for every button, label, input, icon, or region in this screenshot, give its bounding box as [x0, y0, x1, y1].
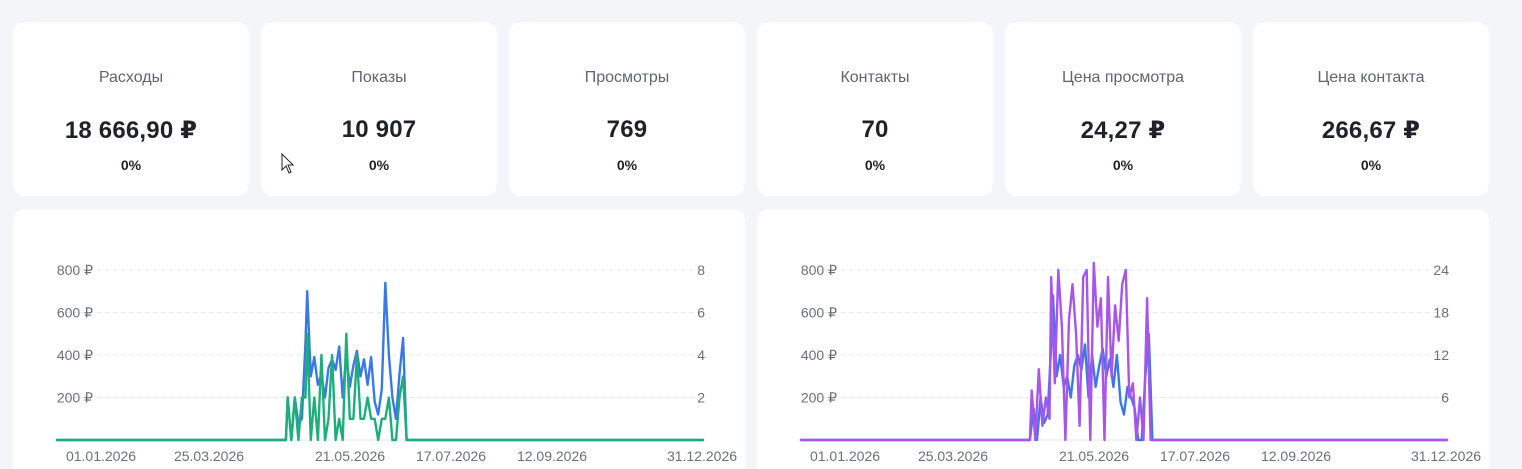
stat-label: Просмотры [584, 69, 670, 86]
stat-label: Показы [351, 69, 407, 86]
y-right-tick-label: 2 [697, 390, 705, 406]
series-line-green [55, 332, 705, 442]
stat-label: Контакты [840, 69, 910, 86]
chart-card-left: 200 ₽ 2 400 ₽ 4 600 ₽ 6 800 ₽ 8 01.01.2026 25.03.… [13, 209, 745, 469]
stat-value: 10 907 [341, 116, 417, 143]
series-line-purple [799, 261, 1449, 442]
y-right-tick-label: 8 [697, 262, 705, 278]
stat-card-views: Просмотры 769 0% [509, 22, 745, 196]
x-tick-label: 25.03.2026 [918, 448, 988, 464]
mouse-pointer-icon [281, 153, 295, 174]
y-left-tick-label: 600 ₽ [801, 305, 837, 321]
y-right-tick-label: 6 [1441, 390, 1449, 406]
x-tick-label: 25.03.2026 [174, 448, 244, 464]
stat-delta: 0% [368, 157, 390, 173]
stat-label: Цена просмотра [1061, 69, 1185, 86]
stat-delta: 0% [616, 157, 638, 173]
stat-card-expenses: Расходы 18 666,90 ₽ 0% [13, 22, 249, 196]
y-left-tick-label: 200 ₽ [801, 390, 837, 406]
x-tick-label: 12.09.2026 [1261, 448, 1331, 464]
y-right-tick-label: 4 [697, 347, 705, 363]
expenses-contacts-chart[interactable]: 200 ₽ 6 400 ₽ 12 600 ₽ 18 800 ₽ 24 01.01.2026 25.… [757, 209, 1489, 469]
y-right-tick-label: 18 [1433, 305, 1449, 321]
stat-label: Расходы [98, 69, 164, 86]
x-tick-label: 31.12.2026 [1411, 448, 1481, 464]
y-left-tick-label: 800 ₽ [801, 262, 837, 278]
y-left-tick-label: 400 ₽ [801, 347, 837, 363]
stat-delta: 0% [1112, 157, 1134, 173]
stat-value: 18 666,90 ₽ [64, 117, 198, 144]
stat-card-view-price: Цена просмотра 24,27 ₽ 0% [1005, 22, 1241, 196]
series-line-blue [55, 281, 705, 442]
x-tick-label: 01.01.2026 [66, 448, 136, 464]
y-left-tick-label: 400 ₽ [57, 347, 93, 363]
y-right-tick-label: 24 [1433, 262, 1449, 278]
stat-delta: 0% [1360, 157, 1382, 173]
y-left-tick-label: 200 ₽ [57, 390, 93, 406]
y-left-tick-label: 800 ₽ [57, 262, 93, 278]
stat-value: 769 [606, 116, 648, 143]
chart-card-right: 200 ₽ 6 400 ₽ 12 600 ₽ 18 800 ₽ 24 01.01.2026 25.… [757, 209, 1489, 469]
x-tick-label: 17.07.2026 [1160, 448, 1230, 464]
stat-card-contacts: Контакты 70 0% [757, 22, 993, 196]
stat-value: 24,27 ₽ [1080, 117, 1166, 144]
x-tick-label: 31.12.2026 [667, 448, 737, 464]
y-right-tick-label: 6 [697, 305, 705, 321]
x-tick-label: 01.01.2026 [810, 448, 880, 464]
x-tick-label: 21.05.2026 [315, 448, 385, 464]
expenses-views-chart[interactable]: 200 ₽ 2 400 ₽ 4 600 ₽ 6 800 ₽ 8 01.01.2026 25.03.… [13, 209, 745, 469]
series-line-blue [799, 294, 1449, 442]
stat-delta: 0% [120, 157, 142, 173]
stat-label: Цена контакта [1317, 69, 1425, 86]
x-tick-label: 12.09.2026 [517, 448, 587, 464]
y-right-tick-label: 12 [1433, 347, 1449, 363]
stat-value: 266,67 ₽ [1321, 117, 1421, 144]
y-left-tick-label: 600 ₽ [57, 305, 93, 321]
x-tick-label: 17.07.2026 [416, 448, 486, 464]
stat-value: 70 [861, 116, 889, 143]
x-tick-label: 21.05.2026 [1059, 448, 1129, 464]
stat-delta: 0% [864, 157, 886, 173]
stat-card-contact-price: Цена контакта 266,67 ₽ 0% [1253, 22, 1489, 196]
stat-card-impressions: Показы 10 907 0% [261, 22, 497, 196]
